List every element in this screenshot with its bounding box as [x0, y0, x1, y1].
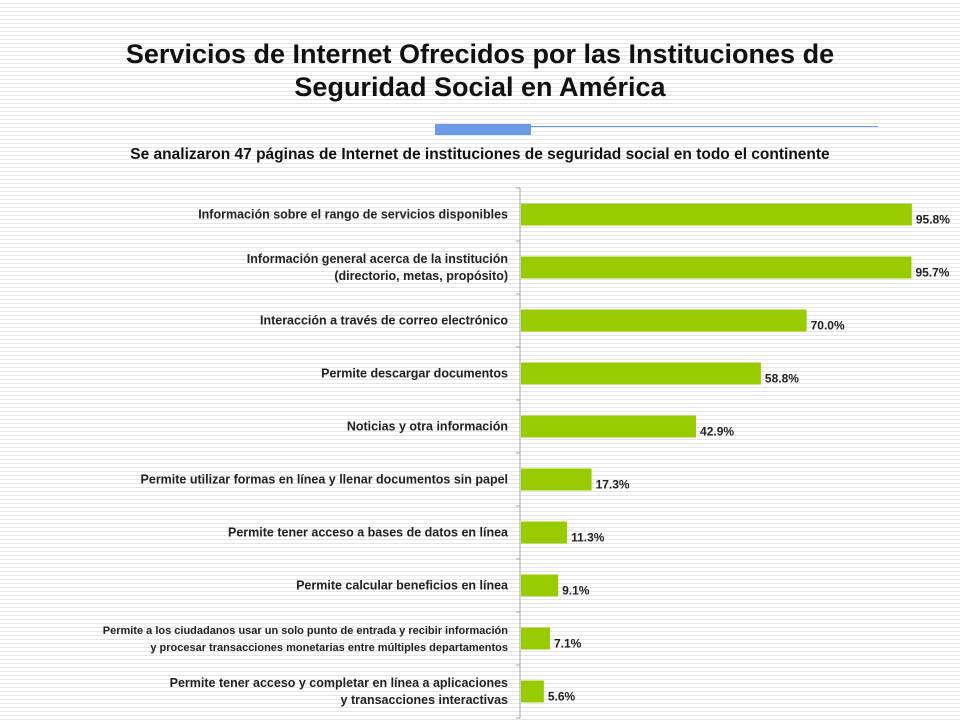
- category-label-8: Permite calcular beneficios en línea: [296, 579, 509, 593]
- chart-title: Servicios de Internet Ofrecidos por las …: [40, 38, 920, 104]
- category-label-5: Noticias y otra información: [347, 420, 508, 434]
- bar-3: [521, 309, 807, 332]
- data-label-3: 70.0%: [811, 319, 845, 333]
- data-label-8: 9.1%: [562, 584, 590, 598]
- bar-5: [521, 415, 697, 438]
- data-label-10: 5.6%: [548, 690, 576, 704]
- category-label-3: Interacción a través de correo electróni…: [260, 314, 508, 328]
- category-label-2-line-2: (directorio, metas, propósito): [334, 269, 508, 283]
- category-label-9-line-2: y procesar transacciones monetarias entr…: [150, 642, 508, 654]
- bar-7: [521, 521, 568, 544]
- bar-6: [521, 468, 592, 491]
- chart-title-line-2: Seguridad Social en América: [294, 72, 666, 102]
- bar-1: [521, 203, 912, 226]
- data-label-4: 58.8%: [765, 372, 799, 386]
- bar-9: [521, 627, 550, 650]
- bar-2: [521, 256, 912, 279]
- bar-4: [521, 362, 761, 385]
- title-accent-rule: [435, 124, 531, 135]
- data-label-1: 95.8%: [916, 213, 950, 227]
- title-underline-rule: [531, 126, 878, 127]
- category-label-4: Permite descargar documentos: [321, 367, 508, 381]
- chart-title-line-1: Servicios de Internet Ofrecidos por las …: [125, 39, 835, 69]
- category-label-10-line-2: y transacciones interactivas: [341, 693, 508, 707]
- category-label-9-line-1: Permite a los ciudadanos usar un solo pu…: [103, 625, 509, 637]
- bar-10: [521, 680, 544, 703]
- data-label-9: 7.1%: [554, 637, 582, 651]
- category-label-6: Permite utilizar formas en línea y llena…: [141, 473, 508, 487]
- category-label-1: Información sobre el rango de servicios …: [198, 208, 508, 222]
- data-label-7: 11.3%: [571, 531, 605, 545]
- chart-subtitle: Se analizaron 47 páginas de Internet de …: [130, 146, 830, 163]
- data-label-2: 95.7%: [915, 266, 949, 280]
- category-label-2-line-1: Información general acerca de la institu…: [247, 252, 508, 266]
- category-label-7: Permite tener acceso a bases de datos en…: [228, 526, 509, 540]
- data-label-5: 42.9%: [700, 425, 734, 439]
- bar-8: [521, 574, 559, 597]
- category-label-10-line-1: Permite tener acceso y completar en líne…: [170, 676, 508, 690]
- data-label-6: 17.3%: [596, 478, 630, 492]
